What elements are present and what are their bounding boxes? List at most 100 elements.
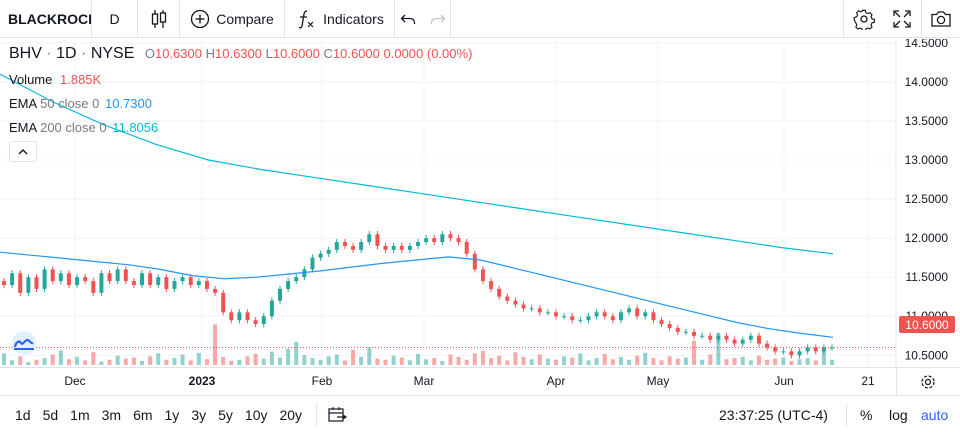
- candle-body: [26, 277, 31, 293]
- volume-legend[interactable]: Volume 1.885K: [9, 72, 101, 87]
- log-scale-toggle[interactable]: log: [889, 396, 908, 433]
- last-price-label: 10.6000: [899, 316, 955, 333]
- candle-body: [570, 316, 575, 321]
- candle-body: [131, 281, 136, 285]
- clock-timezone-button[interactable]: 23:37:25 (UTC-4): [719, 396, 828, 433]
- time-axis[interactable]: Dec 2023 Feb Mar Apr May Jun 21: [0, 367, 960, 396]
- candle-body: [586, 316, 591, 321]
- volume-bar: [261, 358, 266, 365]
- volume-bar: [537, 354, 542, 365]
- high-label: H: [205, 46, 215, 61]
- ema200-legend[interactable]: EMA 200 close 0 11.8056: [9, 120, 158, 135]
- candles-icon: [151, 9, 166, 28]
- close-value: 10.6000: [332, 46, 380, 61]
- indicators-label: Indicators: [323, 10, 384, 27]
- candle-body: [334, 242, 339, 250]
- volume-bar: [75, 356, 80, 365]
- candle-body: [359, 242, 364, 250]
- volume-bar: [562, 356, 567, 365]
- calendar-range-icon[interactable]: [327, 406, 348, 424]
- range-1d-button[interactable]: 1d: [15, 406, 31, 423]
- close-label: C: [323, 46, 333, 61]
- chart-pane[interactable]: 14.5000 14.0000 13.5000 13.0000 12.5000 12.00…: [0, 39, 960, 367]
- volume-bar: [724, 359, 729, 365]
- range-5d-button[interactable]: 5d: [42, 406, 59, 423]
- camera-icon: [931, 11, 951, 27]
- range-3y-button[interactable]: 3y: [191, 406, 207, 423]
- candle-body: [10, 273, 15, 285]
- candle-body: [107, 273, 112, 282]
- volume-bar: [229, 360, 234, 365]
- volume-bar: [497, 355, 502, 365]
- interval-button[interactable]: D: [92, 0, 138, 38]
- candle-body: [521, 304, 526, 309]
- volume-value: 1.885K: [60, 72, 102, 87]
- bottom-toolbar: 1d 5d 1m 3m 6m 1y 3y 5y 10y 20y 23:37:25…: [0, 395, 960, 433]
- symbol-label: BLACKROCK: [8, 10, 92, 27]
- volume-bar: [765, 359, 770, 365]
- volume-bar: [26, 362, 31, 365]
- candle-body: [505, 296, 510, 301]
- range-3m-button[interactable]: 3m: [101, 406, 122, 423]
- undo-icon[interactable]: [400, 12, 416, 26]
- price-chart[interactable]: 14.5000 14.0000 13.5000 13.0000 12.5000 12.00…: [0, 39, 960, 367]
- volume-bar: [586, 360, 591, 365]
- chart-type-button[interactable]: [138, 0, 180, 38]
- volume-bar: [2, 353, 6, 365]
- candle-body: [83, 277, 88, 282]
- settings-button[interactable]: [843, 0, 883, 38]
- legend-ticker: BHV: [9, 45, 42, 62]
- fullscreen-button[interactable]: [883, 0, 921, 38]
- plus-circle-icon: [191, 9, 210, 28]
- candle-body: [821, 347, 826, 352]
- volume-bar: [618, 356, 623, 365]
- snapshot-button[interactable]: [921, 0, 960, 38]
- volume-bar: [310, 358, 315, 365]
- candle-body: [740, 339, 745, 344]
- candle-body: [813, 347, 818, 352]
- open-value: 10.6300: [154, 46, 202, 61]
- volume-bar: [667, 356, 672, 365]
- candle-body: [123, 269, 128, 282]
- candle-body: [310, 257, 315, 270]
- volume-bar: [375, 358, 380, 365]
- axis-settings-icon[interactable]: [919, 373, 937, 391]
- ema50-legend[interactable]: EMA 50 close 0 10.7300: [9, 96, 152, 111]
- candle-body: [245, 312, 250, 321]
- tradingview-logo-icon[interactable]: [8, 330, 40, 356]
- candle-body: [115, 269, 120, 282]
- volume-bar: [635, 355, 640, 365]
- volume-bar: [594, 358, 599, 365]
- volume-bar: [131, 357, 136, 365]
- volume-bar: [732, 358, 737, 365]
- compare-button[interactable]: Compare: [180, 0, 285, 38]
- range-20y-button[interactable]: 20y: [279, 406, 303, 423]
- range-1m-button[interactable]: 1m: [70, 406, 90, 423]
- range-5y-button[interactable]: 5y: [218, 406, 233, 423]
- price-tick-label: 10.5000: [905, 348, 949, 362]
- candle-body: [34, 277, 39, 289]
- auto-scale-toggle[interactable]: auto: [921, 396, 948, 433]
- ema50-params: 50 close 0: [40, 96, 100, 111]
- clock-label: 23:37:25 (UTC-4): [719, 407, 828, 423]
- candle-body: [416, 242, 420, 246]
- indicators-button[interactable]: Indicators: [285, 0, 395, 38]
- symbol-search-button[interactable]: BLACKROCK: [0, 0, 92, 38]
- volume-bar: [148, 356, 153, 365]
- range-6m-button[interactable]: 6m: [133, 406, 153, 423]
- legend-collapse-button[interactable]: [9, 141, 37, 162]
- candle-body: [627, 308, 632, 313]
- candle-body: [602, 312, 607, 317]
- candle-body: [440, 234, 445, 243]
- candle-body: [667, 324, 672, 328]
- volume-bar: [383, 359, 388, 365]
- range-1y-button[interactable]: 1y: [164, 406, 180, 423]
- price-tick-label: 14.5000: [905, 39, 949, 50]
- price-tick-label: 14.0000: [905, 75, 949, 89]
- range-10y-button[interactable]: 10y: [244, 406, 268, 423]
- redo-icon[interactable]: [430, 12, 446, 26]
- percent-scale-toggle[interactable]: %: [860, 396, 872, 433]
- candle-body: [773, 347, 778, 352]
- candle-body: [781, 351, 786, 353]
- compare-label: Compare: [216, 10, 274, 27]
